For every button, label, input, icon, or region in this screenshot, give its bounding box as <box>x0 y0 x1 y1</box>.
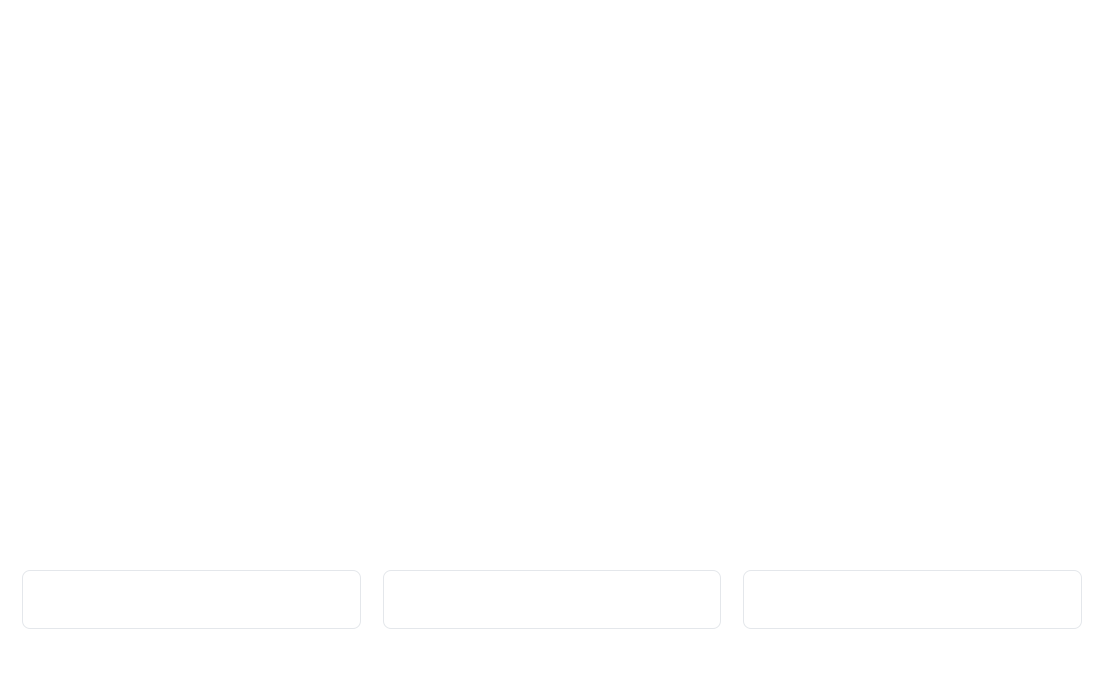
legend-row <box>22 570 1082 629</box>
legend-title-min <box>33 587 350 608</box>
legend-card-max <box>743 570 1082 629</box>
legend-card-min <box>22 570 361 629</box>
gauge-svg <box>0 0 1104 560</box>
dot-icon <box>545 592 553 600</box>
legend-title-avg <box>394 587 711 608</box>
dot-icon <box>184 592 192 600</box>
legend-card-avg <box>383 570 722 629</box>
gauge-chart <box>0 0 1104 560</box>
dot-icon <box>906 592 914 600</box>
legend-title-max <box>754 587 1071 608</box>
